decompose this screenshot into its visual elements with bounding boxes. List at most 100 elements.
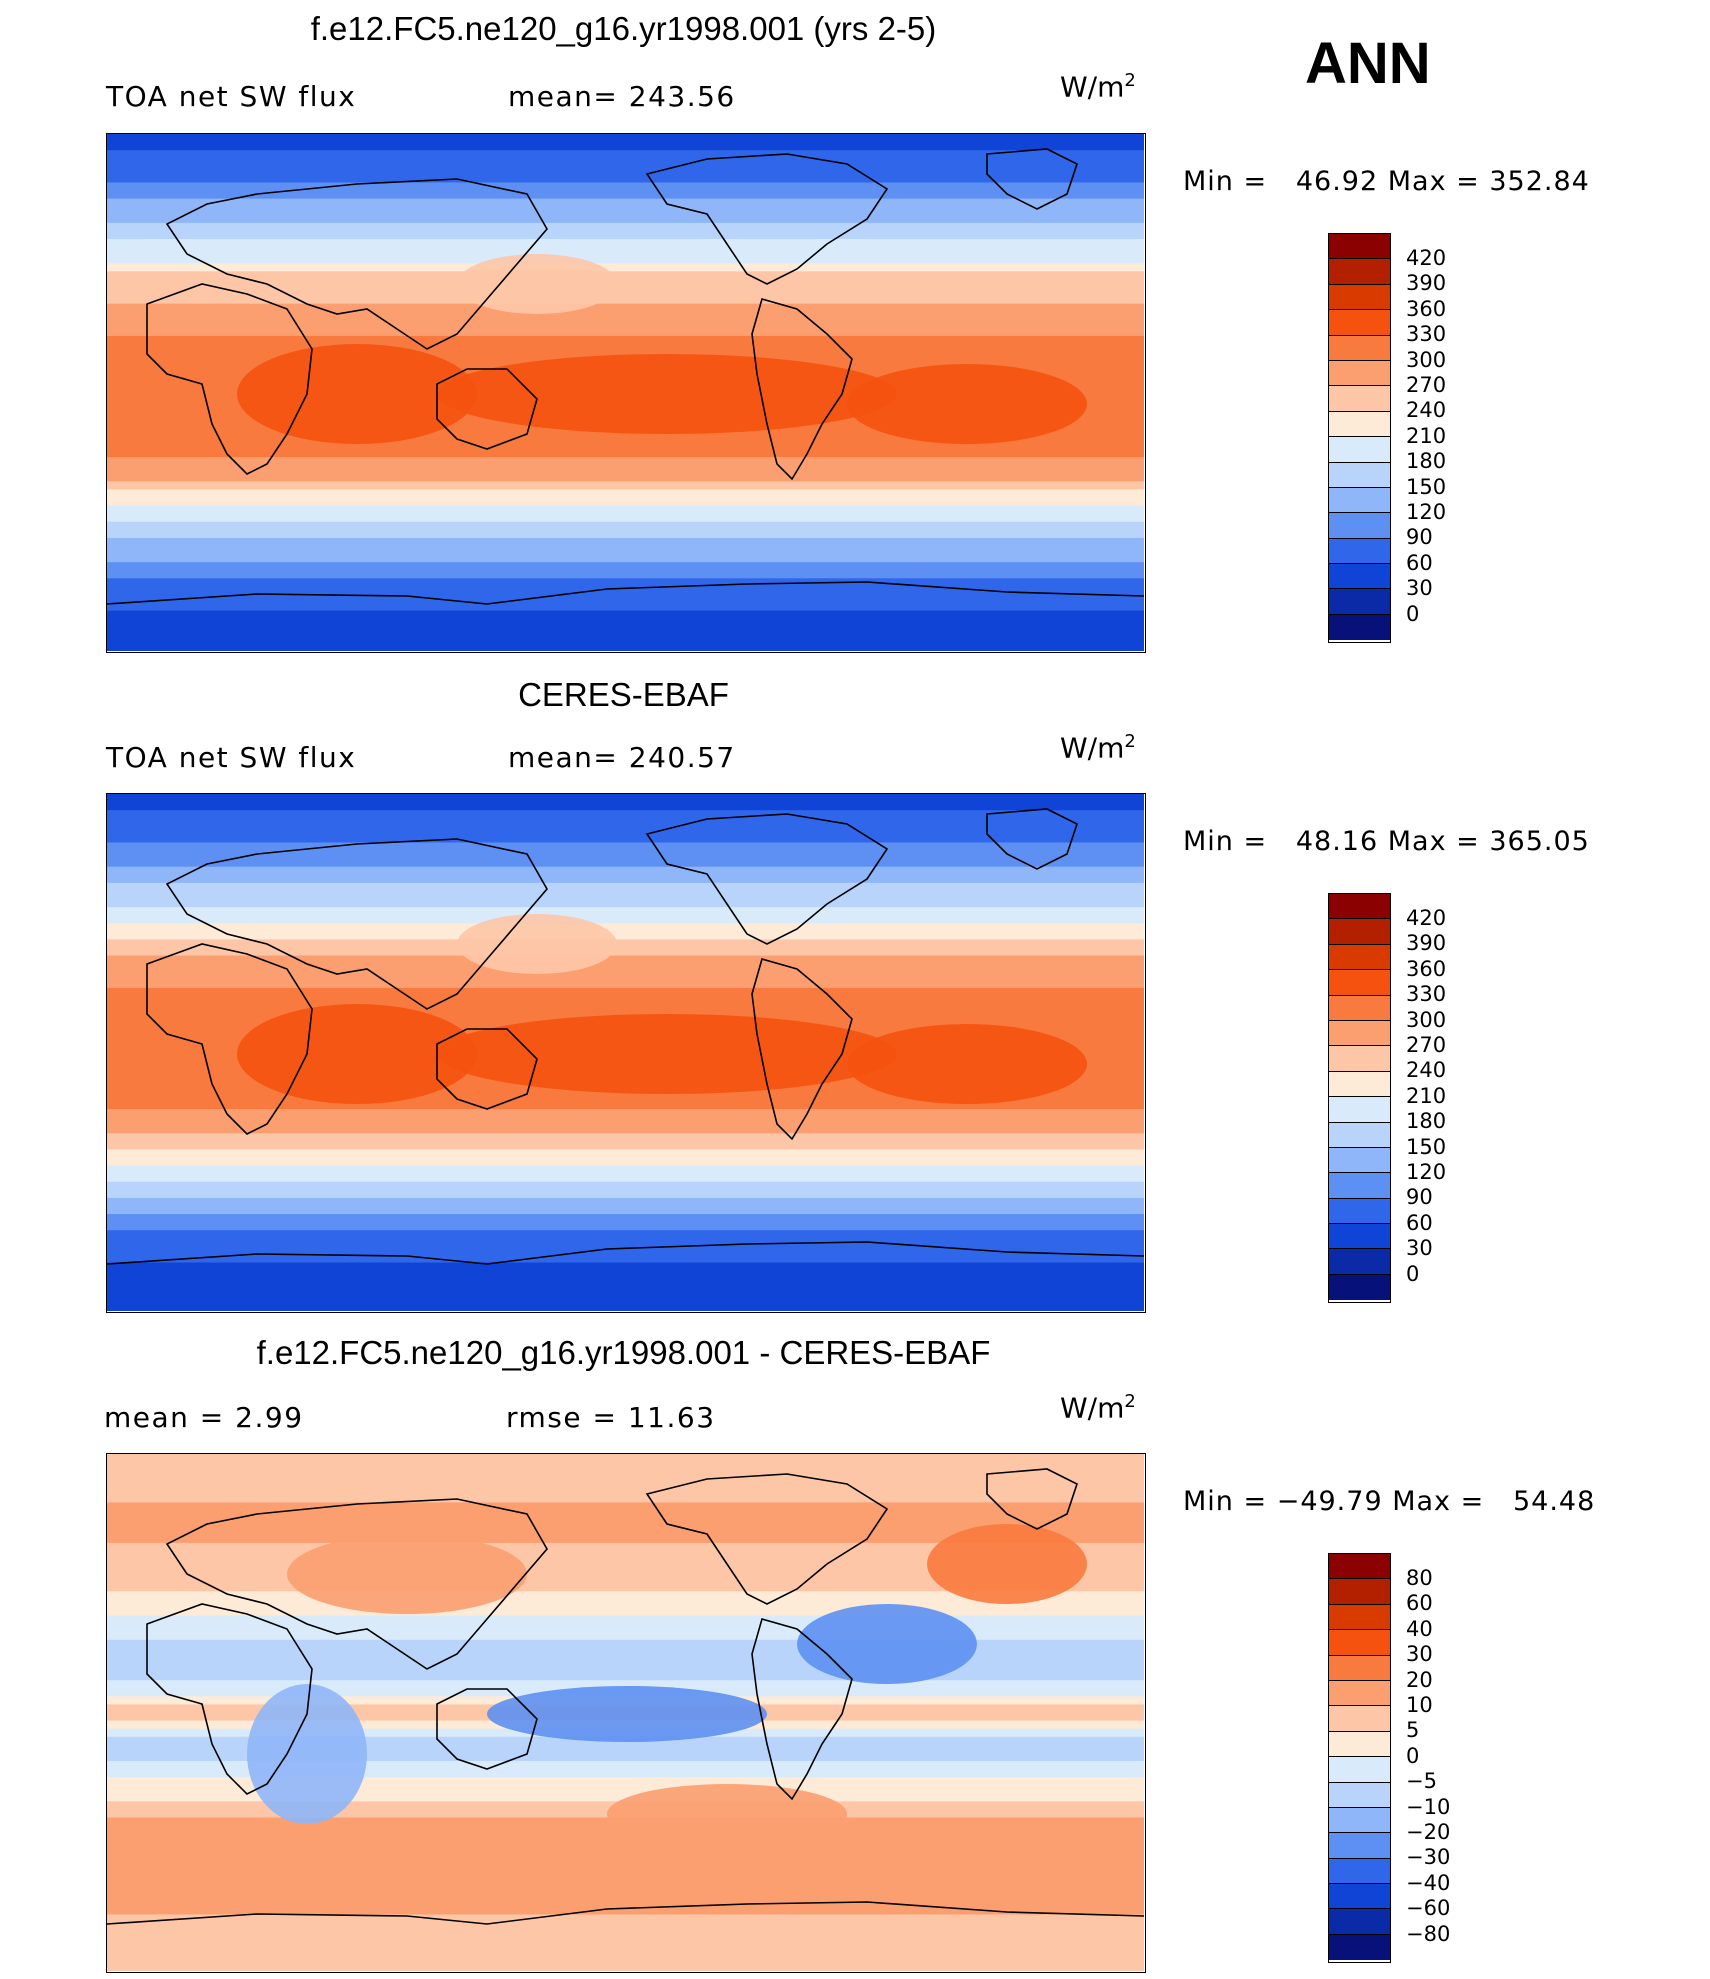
- zonal-band: [107, 1591, 1144, 1601]
- zonal-band: [107, 610, 1144, 620]
- colorbar-tick-label: 150: [1406, 474, 1447, 499]
- panel3-colorbar-ticks: 80 60 40 30 20 10 5 0 −5 −10 −20 −30 −40 −60 −80: [1406, 1566, 1450, 1947]
- colorbar-swatch: [1329, 970, 1390, 996]
- zonal-band: [107, 222, 1144, 232]
- field-blob: [797, 1604, 977, 1684]
- zonal-band: [107, 915, 1144, 924]
- zonal-band: [107, 907, 1144, 916]
- colorbar-swatch: [1329, 1884, 1390, 1910]
- panel1-title: f.e12.FC5.ne120_g16.yr1998.001 (yrs 2-5): [310, 10, 937, 47]
- coastline: [645, 153, 889, 285]
- colorbar-swatch: [1329, 386, 1390, 412]
- zonal-band: [107, 529, 1144, 539]
- zonal-band: [107, 457, 1144, 466]
- panel2-units: W/m2: [1060, 731, 1136, 765]
- zonal-band: [107, 1954, 1144, 1964]
- zonal-band: [107, 963, 1144, 973]
- colorbar-tick-label: 270: [1406, 373, 1447, 398]
- colorbar-tick-label: −10: [1406, 1794, 1451, 1819]
- zonal-band: [107, 134, 1144, 143]
- zonal-band: [107, 1857, 1144, 1867]
- zonal-band: [107, 1639, 1144, 1649]
- zonal-band: [107, 1647, 1144, 1657]
- panel1-field-label: TOA net SW flux: [106, 80, 357, 113]
- zonal-band: [107, 1238, 1144, 1247]
- zonal-band: [107, 287, 1144, 297]
- colorbar-tick-label: 0: [1406, 1261, 1420, 1286]
- colorbar-swatch: [1329, 411, 1390, 438]
- colorbar-swatch: [1329, 1097, 1390, 1123]
- colorbar-swatch: [1329, 1731, 1390, 1758]
- zonal-band: [107, 866, 1144, 876]
- coastline: [645, 813, 889, 945]
- colorbar-swatch: [1329, 564, 1390, 590]
- zonal-band: [107, 174, 1144, 184]
- coastline: [436, 368, 538, 450]
- colorbar-swatch: [1329, 1071, 1390, 1098]
- zonal-band: [107, 1165, 1144, 1175]
- zonal-band: [107, 1631, 1144, 1641]
- zonal-band: [107, 874, 1144, 884]
- zonal-band: [107, 327, 1144, 337]
- zonal-band: [107, 303, 1144, 313]
- panel1-colorbar: [1328, 233, 1391, 643]
- zonal-band: [107, 987, 1144, 997]
- colorbar-tick-label: −5: [1406, 1769, 1437, 1794]
- zonal-band: [107, 344, 1144, 353]
- coastline: [165, 838, 548, 1010]
- field-blob: [457, 254, 617, 314]
- zonal-band: [107, 513, 1144, 523]
- zonal-band: [107, 618, 1144, 628]
- zonal-band: [107, 1205, 1144, 1215]
- zonal-band: [107, 1623, 1144, 1633]
- panel1-units: W/m2: [1060, 70, 1136, 104]
- zonal-band: [107, 578, 1144, 587]
- zonal-band: [107, 1865, 1144, 1875]
- zonal-band: [107, 505, 1144, 515]
- zonal-band: [107, 1922, 1144, 1932]
- zonal-band: [107, 1655, 1144, 1665]
- zonal-band: [107, 602, 1144, 612]
- zonal-band: [107, 1760, 1144, 1770]
- field-blob: [607, 1784, 847, 1844]
- panel3-title: f.e12.FC5.ne120_g16.yr1998.001 - CERES-E…: [256, 1334, 991, 1371]
- colorbar-swatch: [1329, 1858, 1390, 1885]
- colorbar-swatch: [1329, 310, 1390, 336]
- coastline: [165, 178, 548, 350]
- colorbar-tick-label: 300: [1406, 347, 1447, 372]
- zonal-band: [107, 311, 1144, 321]
- panel2-minmax: Min = 48.16 Max = 365.05: [1183, 826, 1590, 857]
- zonal-band: [107, 882, 1144, 892]
- colorbar-swatch: [1329, 1782, 1390, 1808]
- zonal-band: [107, 1454, 1144, 1463]
- colorbar-tick-label: 60: [1406, 1210, 1433, 1235]
- colorbar-swatch: [1329, 589, 1390, 615]
- colorbar-swatch: [1329, 259, 1390, 285]
- zonal-band: [107, 570, 1144, 579]
- zonal-band: [107, 1254, 1144, 1264]
- zonal-band: [107, 1534, 1144, 1544]
- zonal-band: [107, 1833, 1144, 1843]
- coastline: [986, 808, 1078, 870]
- panel1-minmax: Min = 46.92 Max = 352.84: [1183, 166, 1590, 197]
- coastline: [751, 958, 853, 1141]
- colorbar-swatch: [1329, 538, 1390, 565]
- zonal-band: [107, 939, 1144, 949]
- zonal-band: [107, 1141, 1144, 1151]
- coastline: [751, 1618, 853, 1801]
- zonal-band: [107, 1518, 1144, 1528]
- zonal-band: [107, 1222, 1144, 1231]
- zonal-band: [107, 1914, 1144, 1924]
- zonal-band: [107, 1117, 1144, 1126]
- panel2-title: CERES-EBAF: [518, 676, 729, 713]
- zonal-band: [107, 1962, 1144, 1971]
- colorbar-tick-label: 5: [1406, 1718, 1420, 1743]
- zonal-band: [107, 1286, 1144, 1296]
- colorbar-swatch: [1329, 1173, 1390, 1199]
- zonal-band: [107, 594, 1144, 604]
- zonal-band: [107, 834, 1144, 844]
- zonal-band: [107, 214, 1144, 224]
- colorbar-tick-label: 0: [1406, 601, 1420, 626]
- panel3-minmax: Min = −49.79 Max = 54.48: [1183, 1486, 1596, 1517]
- colorbar-swatch: [1329, 284, 1390, 311]
